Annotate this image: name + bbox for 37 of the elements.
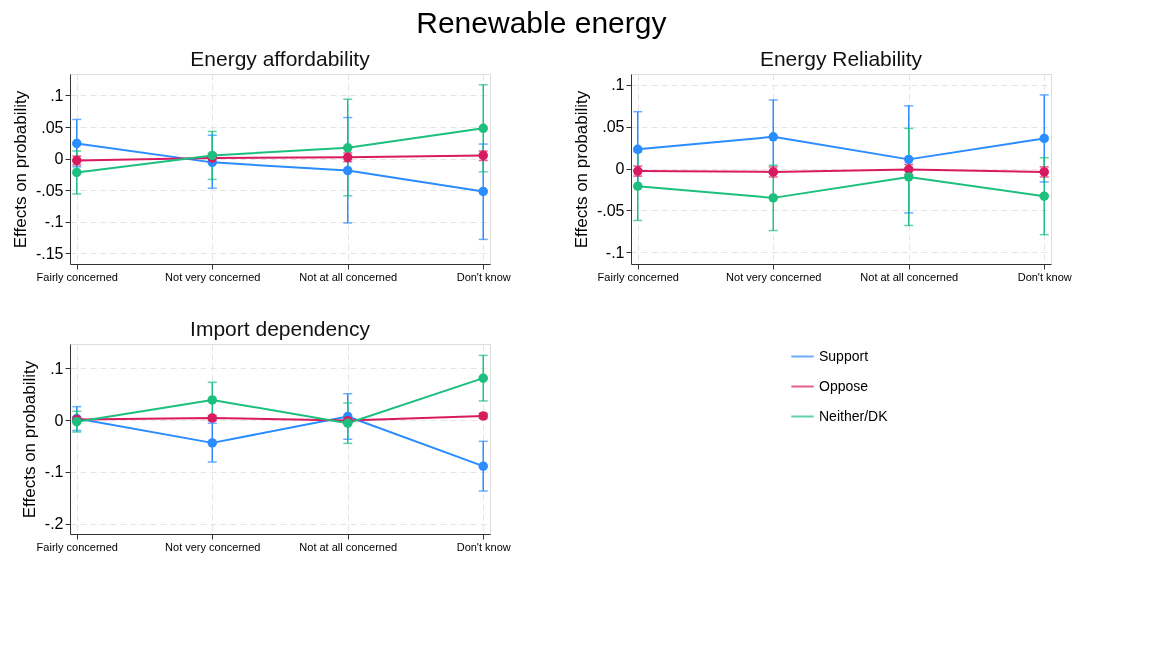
x-tick-label: Don't know — [1017, 270, 1072, 283]
y-tick-label: .1 — [50, 359, 64, 377]
legend-label: Oppose — [819, 377, 869, 394]
legend-label: Support — [819, 347, 869, 364]
chart-title: Energy Reliability — [759, 47, 923, 70]
chart-title: Import dependency — [190, 317, 371, 340]
text: Renewable energy — [416, 5, 667, 39]
y-tick-label: 0 — [54, 411, 64, 429]
y-tick-label: .1 — [50, 86, 64, 104]
x-tick-label: Fairly concerned — [597, 270, 679, 283]
chart-title: Energy affordability — [190, 47, 371, 70]
y-tick-label: -.1 — [605, 243, 625, 261]
y-tick-label: 0 — [54, 150, 64, 168]
x-tick-label: Not very concerned — [726, 270, 822, 283]
y-tick-label: -.05 — [35, 181, 64, 199]
x-tick-label: Don't know — [456, 540, 511, 553]
y-axis-title: Effects on probability — [19, 360, 39, 519]
x-tick-label: Fairly concerned — [36, 270, 118, 283]
y-axis-title: Effects on probability — [10, 90, 30, 249]
y-tick-label: 0 — [615, 160, 625, 178]
x-tick-label: Fairly concerned — [36, 540, 118, 553]
y-tick-label: .05 — [602, 118, 625, 136]
y-axis-title: Effects on probability — [571, 90, 591, 249]
y-tick-label: -.15 — [35, 244, 64, 262]
y-tick-label: -.1 — [44, 463, 64, 481]
y-tick-label: .1 — [611, 76, 625, 94]
x-tick-label: Don't know — [456, 270, 511, 283]
x-tick-label: Not at all concerned — [299, 540, 398, 553]
y-tick-label: .05 — [41, 118, 64, 136]
y-tick-label: -.1 — [44, 213, 64, 231]
x-tick-label: Not at all concerned — [860, 270, 959, 283]
x-tick-label: Not very concerned — [165, 270, 261, 283]
y-tick-label: -.2 — [44, 515, 64, 533]
x-tick-label: Not at all concerned — [299, 270, 398, 283]
legend-label: Neither/DK — [819, 407, 889, 424]
y-tick-label: -.05 — [596, 201, 625, 219]
x-tick-label: Not very concerned — [165, 540, 261, 553]
